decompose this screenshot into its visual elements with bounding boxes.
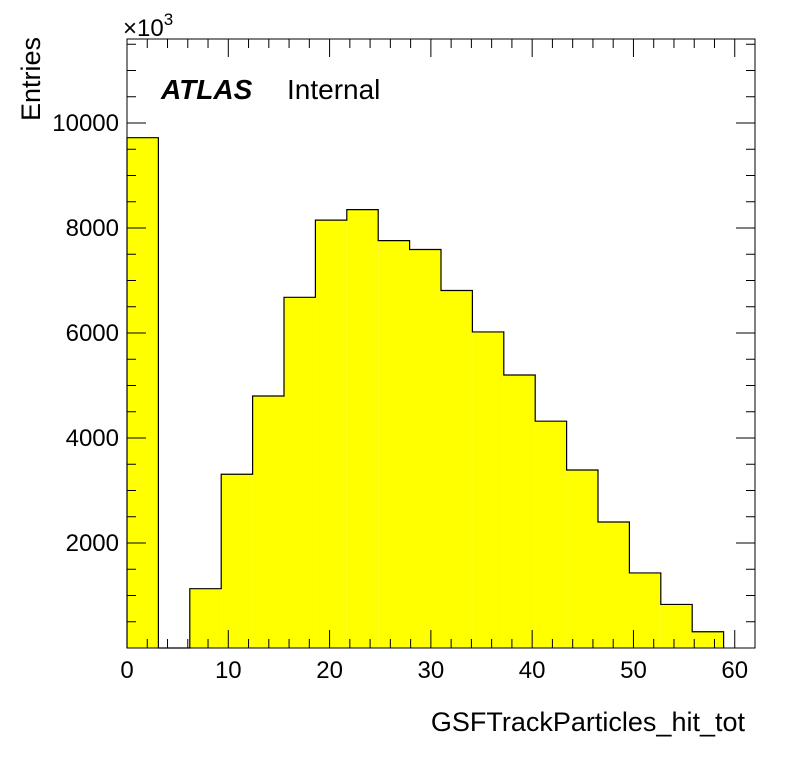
histogram-bar — [503, 375, 536, 648]
histogram-bar — [346, 209, 379, 648]
y-axis-ticks — [127, 43, 755, 649]
atlas-label: ATLAS — [160, 74, 253, 105]
y-tick-label: 4000 — [66, 425, 119, 452]
x-tick-label: 10 — [215, 657, 242, 684]
x-tick-label: 60 — [721, 657, 748, 684]
x-axis-tick-labels: 0 10 20 30 40 50 60 — [120, 657, 748, 684]
x-tick-label: 30 — [418, 657, 445, 684]
y-tick-label: 6000 — [66, 320, 119, 347]
histogram-bar — [252, 396, 284, 648]
histogram-bar — [378, 240, 410, 648]
histogram-bar — [660, 604, 693, 648]
y-axis-title: Entries — [16, 37, 46, 121]
y-tick-label: 2000 — [66, 530, 119, 557]
x-axis-title: GSFTrackParticles_hit_tot — [431, 707, 746, 737]
histogram-bar — [535, 421, 567, 648]
histogram-outline — [126, 137, 725, 649]
plot-frame — [126, 38, 756, 649]
x-tick-label: 40 — [519, 657, 546, 684]
histogram-bar — [221, 474, 253, 648]
histogram-bar — [566, 470, 598, 648]
histogram-bar — [409, 249, 441, 648]
y-axis-multiplier: ×103 — [123, 10, 173, 42]
histogram-bars — [127, 137, 724, 648]
histogram-bar — [629, 572, 661, 648]
y-tick-label: 10000 — [52, 110, 119, 137]
y-tick-label: 8000 — [66, 215, 119, 242]
histogram-bar — [692, 631, 724, 648]
x-tick-label: 20 — [316, 657, 343, 684]
histogram-bar — [127, 137, 159, 648]
histogram-step-line — [126, 137, 725, 649]
x-axis-ticks — [126, 39, 756, 648]
histogram-bar — [472, 331, 504, 648]
x-tick-label: 50 — [620, 657, 647, 684]
x-tick-label: 0 — [120, 657, 133, 684]
internal-label: Internal — [287, 74, 380, 105]
histogram-bar — [441, 290, 473, 648]
histogram-bar — [598, 522, 630, 648]
histogram-bar — [315, 220, 347, 648]
histogram-bar — [189, 588, 222, 648]
histogram-bar — [284, 297, 316, 648]
y-axis-tick-labels: 2000 4000 6000 8000 10000 — [52, 110, 119, 557]
